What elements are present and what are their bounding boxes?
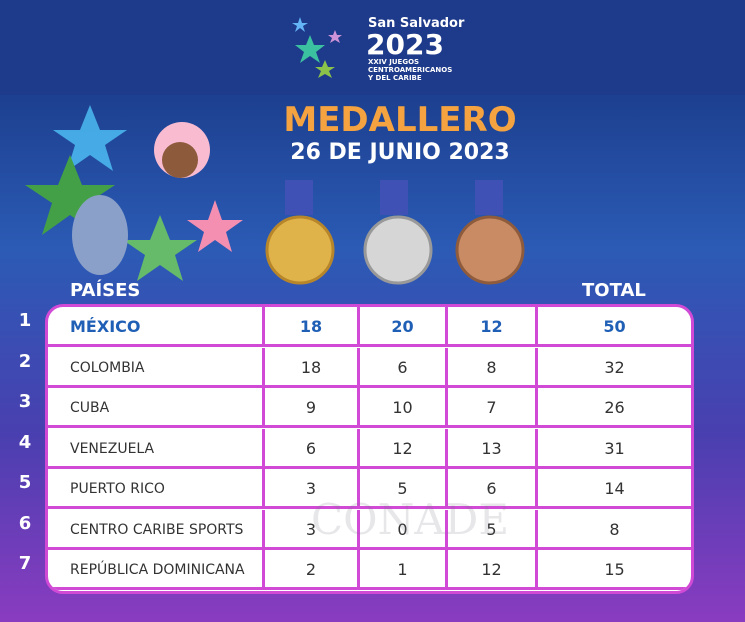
silver-cell: 20 [360, 307, 448, 347]
total-cell: 50 [538, 307, 691, 347]
silver-cell: 0 [360, 509, 448, 550]
country-cell: MÉXICO [48, 307, 265, 347]
country-cell: COLOMBIA [48, 347, 265, 388]
event: San Salvador [368, 16, 465, 31]
total-cell: 8 [538, 510, 691, 550]
bronze-cell: 5 [448, 509, 538, 550]
rank: 4 [18, 431, 32, 453]
total-cell: 26 [538, 388, 691, 428]
bronze-cell: 6 [448, 469, 538, 509]
rank: 3 [18, 391, 32, 412]
silver-cell: 5 [360, 469, 448, 509]
subtitle-line: XXIV JUEGOS [368, 58, 420, 66]
watermark: CONADE [311, 495, 509, 544]
bronze-cell: 13 [448, 428, 538, 469]
rank: 7 [18, 553, 32, 574]
rank: 2 [18, 350, 32, 372]
logo [292, 17, 342, 78]
rank: 5 [18, 472, 32, 493]
bronze-cell: 12 [448, 307, 538, 347]
gold-cell: 3 [265, 509, 360, 550]
total-cell: 14 [538, 469, 691, 509]
header: San Salvador 2023 XXIV JUEGOS CENTROAMER… [0, 0, 745, 95]
subtitle-line: Y DEL CARIBE [368, 74, 422, 82]
rank: 1 [18, 310, 32, 331]
bronze-cell: 8 [448, 347, 538, 388]
bronze-cell: 12 [448, 550, 538, 590]
country-cell: CUBA [48, 388, 265, 428]
gold-cell: 6 [265, 428, 360, 469]
total-cell: 31 [538, 429, 691, 469]
silver-cell: 6 [360, 347, 448, 388]
country-cell: REPÚBLICA DOMINICANA [48, 550, 265, 590]
rank: 6 [18, 512, 32, 534]
country-cell: PUERTO RICO [48, 469, 265, 509]
silver-cell: 12 [360, 428, 448, 469]
bronze-cell: 7 [448, 388, 538, 428]
gold-cell: 3 [265, 469, 360, 509]
column-header: TOTAL [582, 280, 646, 301]
country-cell: CENTRO CARIBE SPORTS [48, 509, 265, 550]
medal-table: MÉXICO 18 20 12 50 COLOMBIA 18 6 8 32 CUBA 9 10 7 26 VE… [45, 304, 694, 594]
gold-cell: 2 [265, 550, 360, 590]
silver-cell: 1 [360, 550, 448, 590]
country-cell: VENEZUELA [48, 428, 265, 469]
total-cell: 32 [538, 348, 691, 388]
date: 26 DE JUNIO 2023 [290, 140, 510, 165]
gold-cell: 18 [265, 307, 360, 347]
gold-cell: 9 [265, 388, 360, 428]
year: 2023 [366, 28, 444, 61]
subtitle: XXIV JUEGOS CENTROAMERICANOS Y DEL CARIB… [368, 58, 452, 82]
subtitle-line: CENTROAMERICANOS [368, 66, 453, 74]
title: MEDALLERO [283, 100, 517, 140]
silver-cell: 10 [360, 388, 448, 428]
decor [25, 105, 525, 285]
total-cell: 15 [538, 550, 691, 590]
column-header: PAÍSES [70, 280, 141, 301]
gold-cell: 18 [265, 347, 360, 388]
